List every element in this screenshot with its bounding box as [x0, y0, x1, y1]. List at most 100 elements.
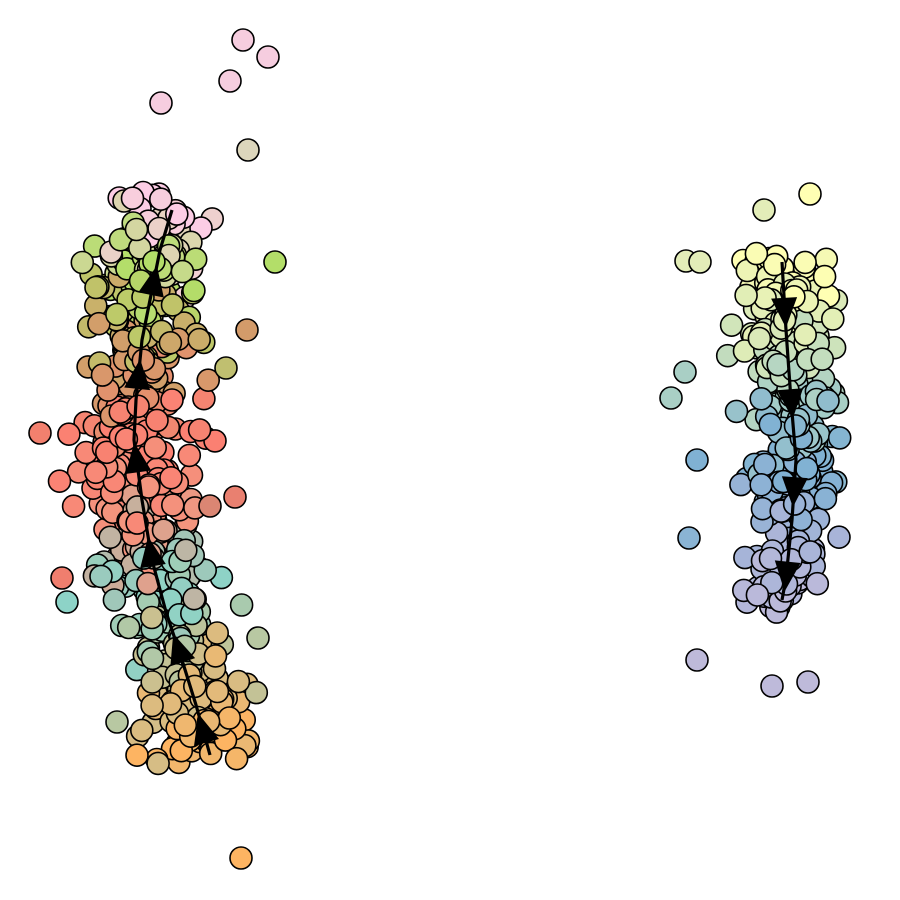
scatter-point-outlier [28, 421, 52, 445]
scatter-point [196, 368, 220, 393]
trajectory-arrow-head [170, 633, 196, 667]
scatter-point [805, 571, 830, 596]
scatter-point [173, 713, 198, 737]
scatter-point [143, 435, 167, 460]
scatter-point [177, 443, 202, 468]
scatter-point [84, 460, 108, 485]
scatter-point-outlier [752, 198, 776, 222]
scatter-point [794, 456, 819, 481]
scatter-point [205, 621, 229, 645]
trajectory-arrow-head [124, 359, 151, 391]
scatter-point-outlier [760, 674, 784, 698]
scatter-point [114, 427, 139, 451]
scatter-point [827, 525, 851, 550]
scatter-point [145, 408, 169, 433]
scatter-point [127, 325, 152, 349]
scatter-point [813, 486, 838, 511]
scatter-point [120, 186, 145, 210]
scatter-point [95, 440, 119, 465]
scatter-point-outlier [50, 566, 74, 590]
scatter-point [793, 250, 817, 275]
scatter-point [149, 187, 173, 211]
trajectory-arrow-head [138, 265, 164, 298]
scatter-point [745, 583, 770, 607]
scatter-point [125, 743, 149, 768]
scatter-point [165, 202, 189, 226]
scatter-point [142, 249, 166, 274]
scatter-point [226, 669, 251, 694]
scatter-point [136, 475, 161, 499]
scatter-point [140, 646, 165, 671]
scatter-point [116, 615, 141, 640]
scatter-point-outlier [798, 182, 822, 206]
scatter-point [747, 326, 772, 351]
scatter-point-outlier [236, 138, 260, 162]
trajectory-arrow-head [125, 442, 152, 474]
scatter-point-outlier [246, 626, 270, 650]
scatter-point [749, 472, 774, 497]
scatter-point [793, 322, 818, 347]
scatter-point-outlier [659, 386, 683, 410]
scatter-point [126, 394, 150, 419]
scatter-point [812, 264, 837, 289]
scatter-point [102, 588, 127, 612]
scatter-point [749, 386, 774, 411]
scatter-point [762, 252, 787, 277]
trajectory-arrow-head [777, 388, 804, 420]
scatter-point [130, 718, 154, 743]
scatter-point [158, 330, 183, 355]
scatter-point [160, 388, 184, 412]
scatter-point-outlier [256, 45, 280, 69]
scatter-point [174, 538, 198, 563]
scatter-point-outlier [149, 91, 173, 115]
scatter-point [820, 307, 845, 331]
scatter-point-outlier [685, 448, 709, 472]
scatter-point [47, 469, 72, 494]
scatter-point [140, 605, 164, 630]
scatter-point-outlier [231, 28, 255, 52]
scatter-point-outlier [105, 710, 129, 734]
scatter-point-outlier [218, 69, 242, 93]
scatter-point [724, 399, 749, 424]
trajectory-arrow-head [771, 297, 798, 328]
trajectory-arrow-head [774, 560, 801, 592]
scatter-point [84, 275, 108, 300]
scatter-point [244, 680, 269, 705]
scatter-point [159, 465, 183, 490]
scatter-point-outlier [263, 250, 287, 274]
scatter-point [140, 693, 164, 718]
scatter-point-outlier [235, 318, 259, 342]
scatter-point [89, 564, 113, 589]
scatter-point [187, 327, 211, 352]
scatter-point [105, 302, 129, 327]
scatter-point [70, 250, 95, 275]
trajectory-arrow-head [140, 536, 166, 569]
scatter-point [57, 422, 81, 447]
scatter-point-outlier [796, 670, 820, 694]
scatter-point [90, 363, 115, 387]
scatter-point [752, 452, 777, 477]
trajectory-arrow-head [781, 476, 808, 508]
scatter-point [810, 347, 835, 372]
scatter-point [187, 418, 212, 442]
scatter-point [170, 259, 195, 284]
scatter-point [816, 388, 840, 413]
scatter-point-outlier [198, 494, 222, 518]
scatter-point [758, 412, 783, 437]
trajectory-layer [124, 209, 808, 756]
scatter-point-outlier [673, 360, 697, 384]
scatter-point-outlier [229, 846, 253, 870]
points-layer [28, 28, 852, 870]
scatter-point [140, 670, 164, 694]
scatter-point-outlier [214, 356, 238, 380]
scatter-point [203, 644, 228, 668]
scatter-point [146, 751, 170, 776]
scatter-point [125, 511, 149, 535]
scatter-point-outlier [677, 526, 701, 550]
scatter-point [161, 493, 185, 517]
scatter-point [217, 706, 242, 730]
scatter-point [229, 593, 254, 617]
scatter-point [783, 414, 808, 438]
scatter-point-outlier [55, 590, 79, 614]
